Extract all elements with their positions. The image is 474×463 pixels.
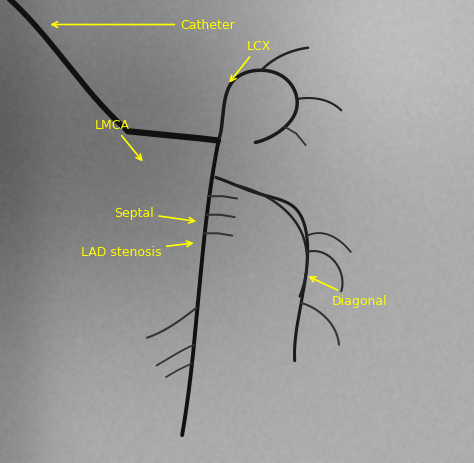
Text: LCX: LCX [230, 40, 271, 82]
Text: Diagonal: Diagonal [310, 277, 387, 307]
Text: Catheter: Catheter [52, 19, 235, 32]
Text: Septal: Septal [114, 206, 194, 224]
Text: LAD stenosis: LAD stenosis [81, 242, 192, 259]
Text: LMCA: LMCA [95, 119, 142, 161]
